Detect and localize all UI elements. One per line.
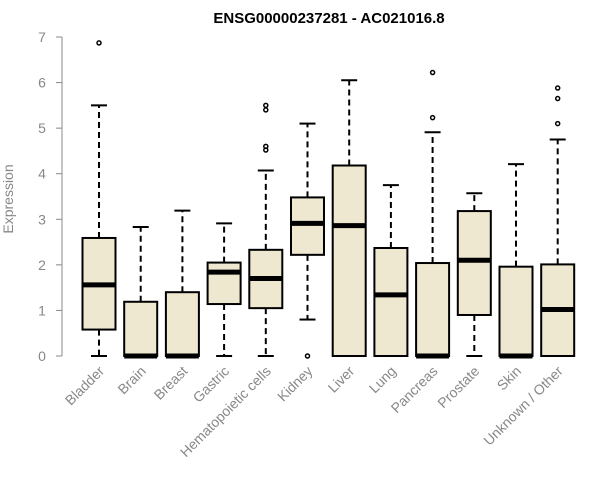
- iqr-box: [164, 291, 200, 358]
- outlier-point: [263, 107, 269, 113]
- x-tick-label: Bladder: [62, 363, 108, 409]
- box-breast: [164, 209, 200, 359]
- iqr-box: [123, 300, 159, 357]
- y-tick-label: 5: [38, 120, 46, 136]
- box-unknown-other: [540, 85, 576, 357]
- box-liver: [331, 79, 367, 357]
- iqr-box: [206, 261, 242, 306]
- outlier-point: [554, 95, 561, 102]
- x-tick-label: Liver: [325, 363, 358, 396]
- box-gastric: [206, 222, 242, 357]
- iqr-box: [456, 210, 492, 316]
- outlier-point: [429, 114, 436, 121]
- x-tick-label: Breast: [151, 363, 191, 403]
- outlier-point: [263, 143, 269, 150]
- y-axis: 0 1 2 3 4 5 6 7: [38, 29, 63, 364]
- y-axis-label: Expression: [0, 164, 16, 233]
- box-lung: [373, 184, 409, 357]
- x-tick-label: Kidney: [274, 363, 316, 405]
- outlier-point: [96, 40, 102, 46]
- box-hematopoietic-cells: [248, 102, 284, 357]
- box-skin: [498, 163, 534, 359]
- box-kidney: [290, 122, 325, 359]
- outlier-point: [304, 353, 311, 359]
- iqr-box: [373, 246, 409, 357]
- outlier-point: [429, 69, 436, 76]
- box-brain: [123, 226, 159, 359]
- boxes: [81, 40, 576, 359]
- iqr-box: [415, 262, 451, 357]
- box-pancreas: [415, 69, 451, 359]
- box-prostate: [456, 192, 492, 357]
- x-tick-label: Prostate: [434, 363, 482, 411]
- outlier-point: [263, 102, 269, 109]
- x-tick-label: Brain: [114, 363, 148, 397]
- outlier-point: [554, 85, 561, 91]
- x-tick-label: Unknown / Other: [480, 363, 566, 449]
- iqr-box: [498, 265, 534, 357]
- y-tick-label: 6: [38, 75, 46, 91]
- y-tick-label: 7: [38, 29, 46, 45]
- x-tick-label: Lung: [366, 363, 399, 396]
- y-tick-label: 3: [38, 211, 46, 227]
- y-tick-label: 0: [38, 348, 46, 364]
- chart-title: ENSG00000237281 - AC021016.8: [213, 10, 444, 27]
- outlier-point: [554, 120, 561, 127]
- iqr-box: [331, 164, 367, 357]
- y-tick-label: 1: [38, 302, 46, 318]
- y-tick-label: 4: [38, 166, 46, 182]
- x-tick-label: Skin: [494, 363, 525, 394]
- iqr-box: [290, 196, 325, 256]
- box-bladder: [81, 40, 117, 357]
- y-tick-label: 2: [38, 257, 46, 273]
